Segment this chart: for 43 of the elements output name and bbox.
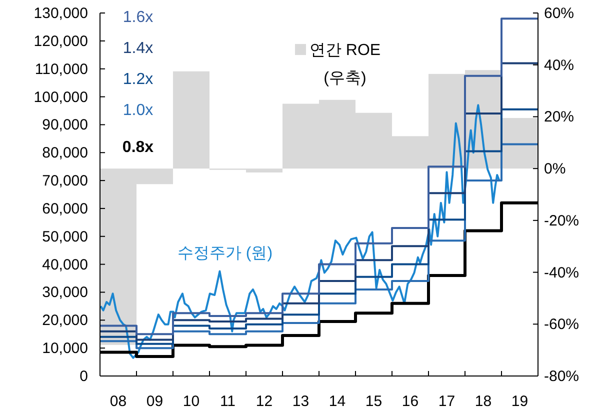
- x-tick-label: 15: [365, 393, 382, 410]
- y2-tick-label: 60%: [544, 5, 574, 22]
- y-tick-label: 50,000: [42, 228, 88, 246]
- text: 0.8x: [122, 139, 154, 156]
- y-tick-label: 60,000: [42, 200, 88, 218]
- y-tick-label: 20,000: [42, 312, 88, 330]
- text: 1.0x: [122, 102, 154, 119]
- y-tick-label: 80,000: [42, 144, 88, 162]
- y-tick-label: 90,000: [42, 116, 88, 134]
- bar: [502, 118, 538, 169]
- x-tick-label: 10: [182, 393, 200, 410]
- x-tick-label: 17: [438, 393, 456, 410]
- y2-tick-label: 20%: [544, 108, 574, 126]
- y-tick-label: 40,000: [42, 256, 88, 274]
- y2-tick-label: -80%: [544, 368, 580, 385]
- x-tick-label: 19: [511, 393, 528, 410]
- series-label: 수정주가 (원): [177, 245, 273, 262]
- text: 1.6x: [122, 9, 154, 26]
- x-tick-label: 18: [474, 393, 492, 410]
- y-tick-label: 10,000: [42, 340, 88, 358]
- y-tick-label: 120,000: [34, 32, 88, 50]
- y2-tick-label: 40%: [544, 56, 574, 74]
- x-tick-label: 16: [402, 393, 419, 410]
- x-tick-label: 11: [220, 393, 236, 410]
- y-tick-label: 100,000: [34, 88, 88, 106]
- bar: [173, 71, 210, 169]
- y-tick-label: 30,000: [42, 284, 88, 302]
- y2-tick-label: -20%: [544, 212, 580, 230]
- y-tick-label: 130,000: [34, 5, 88, 22]
- y-tick-label: 0: [80, 368, 88, 385]
- x-tick-label: 08: [110, 393, 127, 410]
- x-tick-label: 12: [256, 393, 273, 410]
- y2-tick-label: -60%: [544, 316, 580, 334]
- y-tick-label: 110,000: [34, 60, 88, 78]
- y-tick-label: 70,000: [42, 172, 88, 190]
- y2-tick-label: -40%: [544, 264, 580, 282]
- legend-label: 연간 ROE (우축): [309, 42, 381, 87]
- x-tick-label: 13: [292, 393, 310, 410]
- text: 1.4x: [122, 40, 154, 57]
- y2-tick-label: 0%: [544, 160, 566, 178]
- x-tick-label: 14: [328, 393, 346, 410]
- x-tick-label: 09: [146, 393, 164, 410]
- text: 1.2x: [122, 71, 154, 88]
